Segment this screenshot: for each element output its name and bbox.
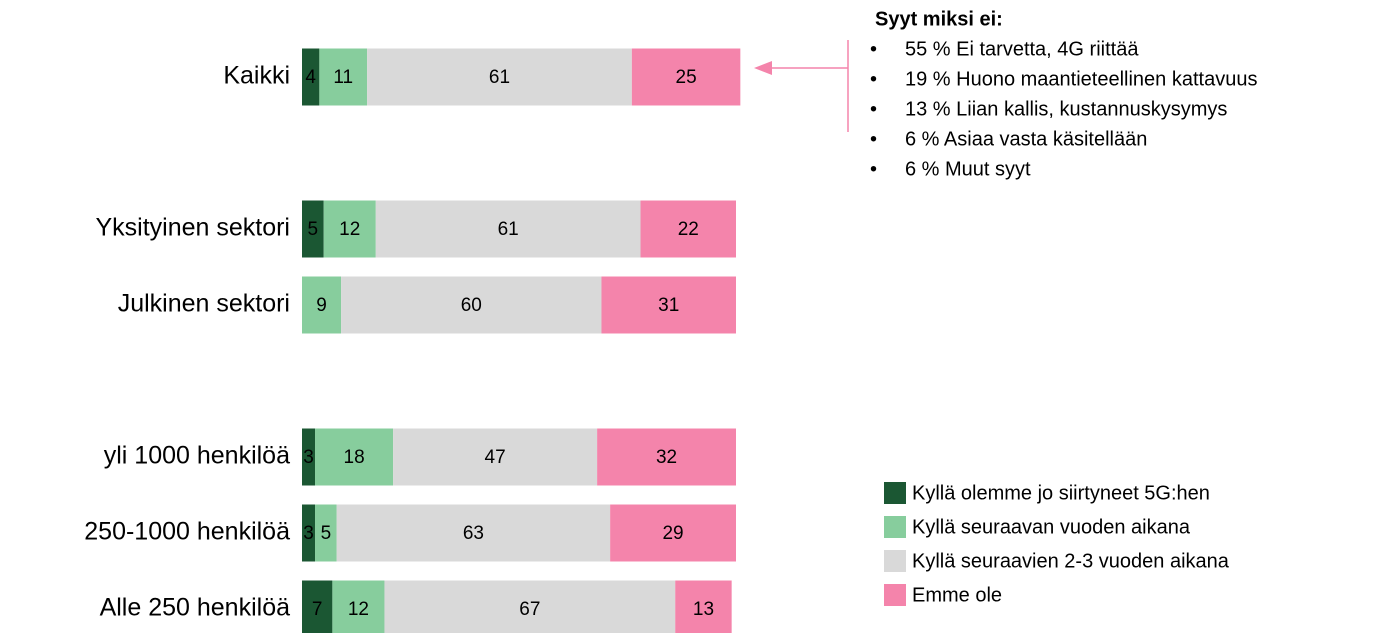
segment-label: 3 <box>303 523 314 544</box>
segment-label: 31 <box>658 295 679 316</box>
bar-segment <box>341 276 602 334</box>
bar-segment <box>384 580 676 633</box>
segment-label: 18 <box>344 447 365 468</box>
segment-label: 7 <box>312 599 323 620</box>
category-label: Julkinen sektori <box>118 290 290 318</box>
segment-label: 22 <box>678 219 699 240</box>
bar-segment <box>597 428 736 486</box>
bar-segment <box>302 504 316 562</box>
bar-segment <box>631 48 741 106</box>
bar-segment <box>302 48 320 106</box>
legend-swatch <box>884 584 906 606</box>
bar-segment <box>675 580 732 633</box>
bar-segment <box>601 276 736 334</box>
annotation-arrow-head <box>754 61 772 75</box>
legend-swatch <box>884 550 906 572</box>
segment-label: 63 <box>463 523 484 544</box>
annotation-item: 6 % Muut syyt <box>905 158 1031 180</box>
annotation-bullet: • <box>870 128 877 150</box>
segment-label: 12 <box>348 599 369 620</box>
segment-label: 61 <box>498 219 519 240</box>
annotation-item: 13 % Liian kallis, kustannuskysymys <box>905 98 1227 120</box>
segment-label: 67 <box>519 599 540 620</box>
bar-segment <box>367 48 632 106</box>
segment-label: 5 <box>321 523 332 544</box>
annotation-bullet: • <box>870 38 877 60</box>
category-label: yli 1000 henkilöä <box>104 442 290 470</box>
segment-label: 29 <box>662 523 683 544</box>
segment-label: 12 <box>339 219 360 240</box>
legend-swatch <box>884 516 906 538</box>
bar-segment <box>332 580 385 633</box>
annotation-item: 6 % Asiaa vasta käsitellään <box>905 128 1147 150</box>
legend-label: Emme ole <box>912 584 1002 606</box>
legend-label: Kyllä seuraavan vuoden aikana <box>912 516 1191 538</box>
annotation-bullet: • <box>870 98 877 120</box>
legend-swatch <box>884 482 906 504</box>
bar-segment <box>302 200 324 258</box>
bar-segment <box>610 504 736 562</box>
segment-label: 5 <box>308 219 319 240</box>
category-label: Kaikki <box>223 62 290 90</box>
bar-segment <box>302 580 333 633</box>
bar-segment <box>640 200 736 258</box>
bar-segment <box>336 504 611 562</box>
bar-segment <box>323 200 376 258</box>
bar-segment <box>375 200 641 258</box>
annotation-item: 19 % Huono maantieteellinen kattavuus <box>905 68 1257 90</box>
segment-label: 47 <box>485 447 506 468</box>
segment-label: 61 <box>489 67 510 88</box>
category-label: Alle 250 henkilöä <box>100 594 291 622</box>
segment-label: 32 <box>656 447 677 468</box>
annotation-bullet: • <box>870 158 877 180</box>
category-label: Yksityinen sektori <box>95 214 290 242</box>
legend-label: Kyllä seuraavien 2-3 vuoden aikana <box>912 550 1230 572</box>
annotation-item: 55 % Ei tarvetta, 4G riittää <box>905 38 1139 60</box>
bar-segment <box>315 428 394 486</box>
bar-segment <box>393 428 598 486</box>
segment-label: 9 <box>316 295 327 316</box>
segment-label: 11 <box>333 67 353 88</box>
bar-segment <box>319 48 368 106</box>
segment-label: 13 <box>693 599 714 620</box>
segment-label: 60 <box>461 295 482 316</box>
segment-label: 25 <box>676 67 697 88</box>
bar-segment <box>302 276 342 334</box>
legend-label: Kyllä olemme jo siirtyneet 5G:hen <box>912 482 1210 504</box>
annotation-bullet: • <box>870 68 877 90</box>
bar-segment <box>302 428 316 486</box>
category-label: 250-1000 henkilöä <box>84 518 290 546</box>
bar-segment <box>315 504 337 562</box>
segment-label: 4 <box>305 67 316 88</box>
annotation-title: Syyt miksi ei: <box>875 8 1003 30</box>
segment-label: 3 <box>303 447 314 468</box>
